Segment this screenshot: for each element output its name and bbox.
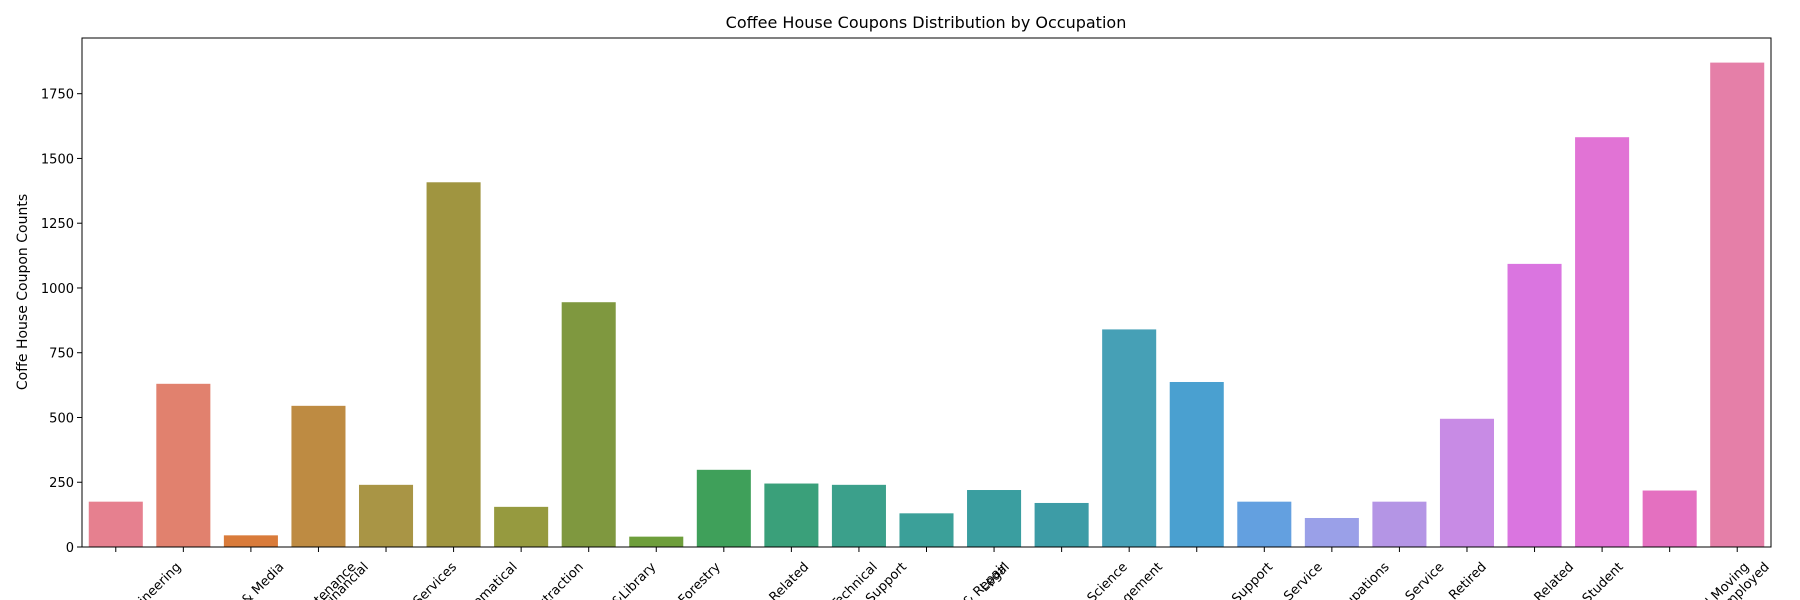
y-tick-label: 0 [66,541,74,556]
x-tick-label: Food Preparation & Serving Related [638,560,812,600]
bar [494,506,549,547]
bar [561,302,616,547]
bar [426,182,481,547]
bar [1642,490,1697,547]
bar [764,483,819,547]
x-tick-label: Farming Fishing & Forestry [591,560,724,600]
bar [1575,137,1630,548]
y-tick-label: 750 [49,347,74,362]
bar [1372,501,1427,547]
y-tick-label: 250 [49,476,74,491]
bar [156,383,211,547]
x-tick-label: Sales & Related [1494,560,1577,600]
bar [1034,502,1089,547]
bar [1439,418,1495,547]
bar [1710,62,1765,547]
bar [358,484,414,547]
y-tick-label: 1250 [41,217,74,232]
bar [1102,329,1157,547]
x-tick-label: Arts Design Entertainment Sports & Media [81,560,287,600]
y-tick-label: 1500 [41,152,74,167]
x-tick-label: Student [1580,560,1627,600]
bar [223,535,278,547]
bar [629,536,684,547]
bar [1507,263,1562,547]
bar [291,405,346,547]
chart-title: Coffee House Coupons Distribution by Occ… [726,13,1127,32]
y-tick-label: 1000 [41,282,74,297]
bar [1237,501,1292,547]
bar [967,490,1022,547]
x-tick-label: Retired [1446,560,1489,600]
y-tick-label: 500 [49,411,74,426]
y-axis-label: Coffe House Coupon Counts [15,194,31,390]
bar [1169,381,1224,547]
bar [1304,517,1359,547]
bar [831,484,886,547]
x-tick-label: Architecture & Engineering [49,560,184,600]
x-tick-label: Life Physical Social Science [995,560,1131,600]
bar [696,469,751,547]
plot-frame [81,37,1772,548]
bar [899,513,954,547]
y-tick-label: 1750 [41,88,74,103]
bar [88,501,143,547]
